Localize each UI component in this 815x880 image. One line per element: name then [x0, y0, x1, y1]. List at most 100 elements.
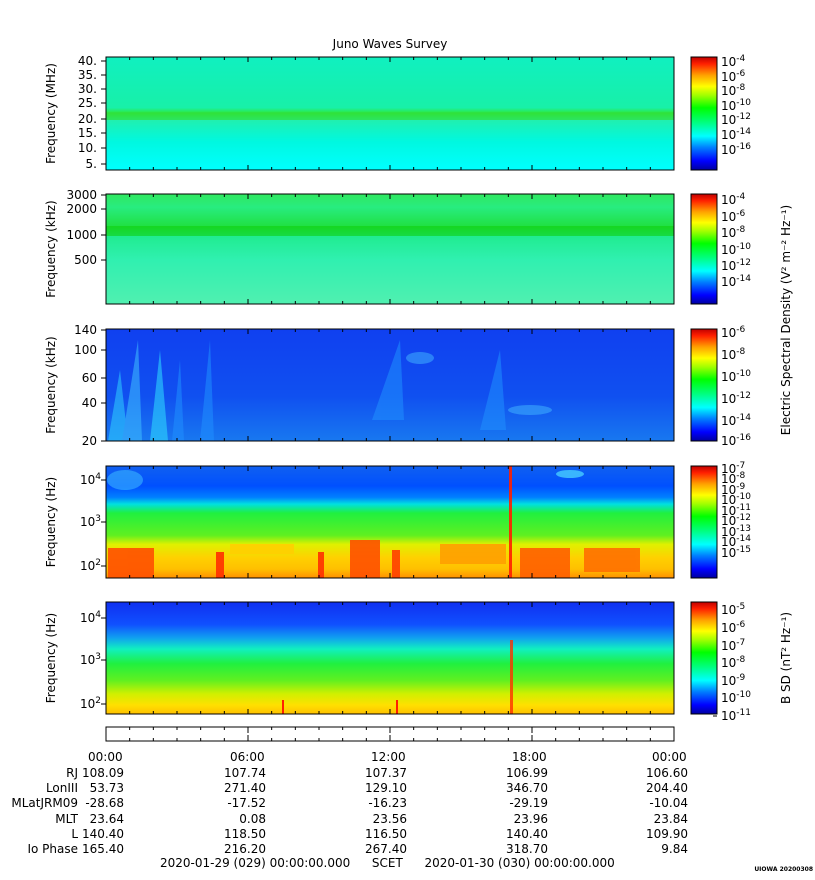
colorbar-tick: 10-6 — [721, 69, 746, 84]
colorbar-tick: 10-7 — [721, 638, 745, 653]
ephemeris-value: 0.08 — [239, 812, 266, 826]
ytick-label: 40. — [78, 54, 97, 68]
ytick-label: 100 — [74, 343, 97, 357]
colorbar-tick: 10-6 — [721, 209, 746, 224]
colorbar-tick: 10-10 — [721, 98, 751, 113]
colorbar-3 — [690, 328, 718, 442]
ephemeris-value: 318.70 — [506, 842, 548, 856]
colorbar-tick: 10-14 — [721, 274, 751, 289]
colorbar-tick: 10-16 — [721, 142, 751, 157]
colorbar-tick: 10-10 — [721, 242, 751, 257]
colorbar-2 — [690, 193, 718, 305]
ephemeris-row-label: MLatJRM09 — [11, 796, 78, 810]
colorbar-tick: 10-8 — [721, 83, 746, 98]
panel-4 — [105, 465, 675, 579]
colorbar-tick: 10-8 — [721, 225, 746, 240]
ephemeris-value: 107.37 — [365, 766, 407, 780]
colorbar-tick: 10-4 — [721, 192, 746, 207]
ephemeris-value: 129.10 — [365, 781, 407, 795]
colorbar-1 — [690, 56, 718, 171]
ytick-label: 103 — [80, 652, 101, 667]
colorbar-tick: 10-5 — [721, 602, 745, 617]
ephemeris-value: 267.40 — [365, 842, 407, 856]
footer-start: 2020-01-29 (029) 00:00:00.000 — [160, 856, 351, 870]
ytick-label: 20. — [78, 112, 97, 126]
ytick-label: 3000 — [66, 188, 97, 202]
colorbar-label-electric: Electric Spectral Density (V² m⁻² Hz⁻¹) — [779, 205, 793, 435]
ephemeris-row-label: L — [71, 827, 78, 841]
spectrogram-5 — [106, 602, 674, 714]
spectrogram-4 — [106, 466, 674, 578]
colorbar-tick: 10-10 — [721, 690, 751, 705]
stamp: UIOWA 20200308 — [754, 866, 813, 873]
ephemeris-value: 23.64 — [89, 812, 124, 826]
ephemeris-value: 9.84 — [661, 842, 688, 856]
ephemeris-row-label: RJ — [66, 766, 78, 780]
ytick-label: 35. — [78, 68, 97, 82]
ephemeris-value: -10.04 — [649, 796, 688, 810]
colorbar-tick: 10-12 — [721, 112, 751, 127]
ephemeris-value: 140.40 — [506, 827, 548, 841]
ytick-label: 5. — [86, 157, 97, 171]
ephemeris-value: -17.52 — [227, 796, 266, 810]
footer-middle: SCET — [371, 856, 403, 870]
time-tick-label: 12:00 — [371, 750, 406, 764]
ytick-label: 30. — [78, 82, 97, 96]
colorbar-tick: 10-16 — [721, 433, 751, 448]
ytick-label: 10. — [78, 141, 97, 155]
colorbar-tick: 10-12 — [721, 258, 751, 273]
ytick-label: 1000 — [66, 228, 97, 242]
chart-title: Juno Waves Survey — [332, 37, 448, 51]
ytick-label: 20 — [82, 434, 97, 448]
ytick-label: 103 — [80, 514, 101, 529]
time-tick-label: 18:00 — [512, 750, 547, 764]
ephemeris-value: 106.99 — [506, 766, 548, 780]
ephemeris-value: 23.56 — [372, 812, 407, 826]
time-tick-label: 06:00 — [230, 750, 265, 764]
ephemeris-value: 107.74 — [224, 766, 266, 780]
ephemeris-value: 118.50 — [224, 827, 266, 841]
ytick-label: 25. — [78, 96, 97, 110]
ytick-label: 40 — [82, 396, 97, 410]
colorbar-4 — [690, 465, 718, 579]
ytick-label: 500 — [74, 253, 97, 267]
colorbar-label-magnetic: B SD (nT² Hz⁻¹) — [779, 612, 793, 704]
ephemeris-value: -29.19 — [509, 796, 548, 810]
ytick-label: 60 — [82, 371, 97, 385]
ephemeris-value: 106.60 — [646, 766, 688, 780]
ephemeris-row-label: MLT — [55, 812, 78, 826]
colorbar-tick: 10-15 — [721, 545, 751, 560]
ephemeris-value: 165.40 — [82, 842, 124, 856]
time-tick-label: 00:00 — [88, 750, 123, 764]
ephemeris-value: 216.20 — [224, 842, 266, 856]
colorbar-tick: 10-12 — [721, 391, 751, 406]
ytick-label: 15. — [78, 126, 97, 140]
ytick-label: 102 — [80, 696, 101, 711]
ylabel: Frequency (kHz) — [44, 336, 58, 433]
ylabel: Frequency (kHz) — [44, 200, 58, 297]
time-tick-label: 00:00 — [652, 750, 687, 764]
ephemeris-value: 140.40 — [82, 827, 124, 841]
colorbar-tick: 10-8 — [721, 347, 746, 362]
colorbar-tick: 10-14 — [721, 413, 751, 428]
colorbar-tick: 10-9 — [721, 673, 746, 688]
ephemeris-row-label: Io Phase — [27, 842, 78, 856]
panel-3-axes: 140 100 60 40 20 Frequency (kHz) 10-6 10-8 10-10… — [44, 323, 751, 448]
ephemeris-value: 108.09 — [82, 766, 124, 780]
ephemeris-value: 204.40 — [646, 781, 688, 795]
colorbar-tick: 10-4 — [721, 54, 746, 69]
ylabel: Frequency (Hz) — [44, 613, 58, 704]
ephemeris-value: -28.68 — [85, 796, 124, 810]
ephemeris-value: 23.96 — [513, 812, 548, 826]
ytick-label: 104 — [80, 610, 101, 625]
footer: 2020-01-29 (029) 00:00:00.000 SCET 2020-… — [160, 856, 615, 870]
panel-2 — [105, 193, 675, 305]
panel-1 — [105, 56, 675, 171]
ytick-label: 2000 — [66, 202, 97, 216]
ephemeris-value: 109.90 — [646, 827, 688, 841]
ephemeris-value: 271.40 — [224, 781, 266, 795]
ephemeris-value: 346.70 — [506, 781, 548, 795]
